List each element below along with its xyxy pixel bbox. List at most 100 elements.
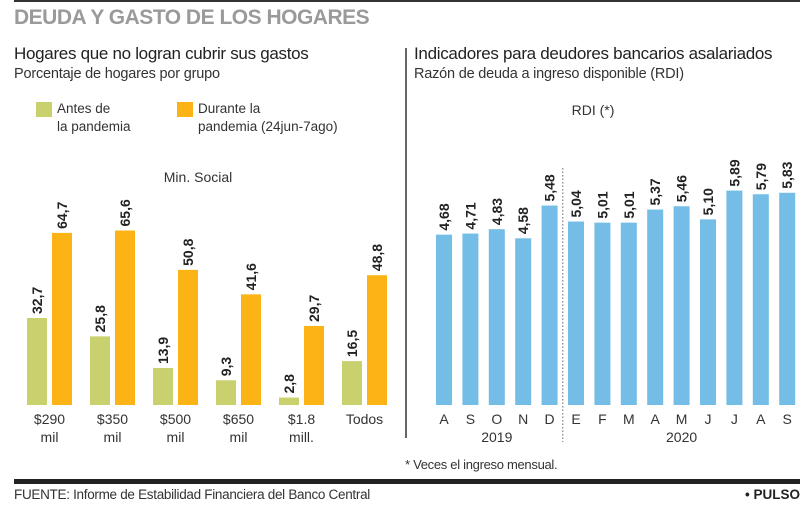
- right-chart-subtitle: Razón de deuda a ingreso disponible (RDI…: [414, 66, 684, 82]
- brand-label: • PULSO: [745, 487, 800, 502]
- bar-durante: [241, 294, 261, 405]
- bar-antes: [153, 368, 173, 405]
- month-label: A: [756, 411, 766, 427]
- category-label-line2: mil: [41, 429, 59, 445]
- data-label: 13,9: [155, 337, 171, 364]
- month-label: N: [518, 411, 528, 427]
- left-chart-title: Hogares que no logran cubrir sus gastos: [14, 44, 309, 63]
- month-label: S: [466, 411, 475, 427]
- month-label: O: [491, 411, 502, 427]
- data-label: 5,01: [621, 191, 637, 218]
- right-chart-title: Indicadores para deudores bancarios asal…: [414, 44, 773, 63]
- category-label: $650: [223, 411, 254, 427]
- top-rule: [14, 0, 800, 2]
- category-label: $500: [160, 411, 191, 427]
- bottom-rule: [14, 479, 800, 484]
- left-chart-subtitle: Porcentaje de hogares por grupo: [14, 66, 220, 82]
- bar-antes: [342, 361, 362, 405]
- month-label: S: [783, 411, 792, 427]
- category-label: $1.8: [288, 411, 315, 427]
- category-label: $290: [34, 411, 65, 427]
- legend-swatch-antes: [36, 102, 52, 117]
- data-label: 29,7: [306, 295, 322, 322]
- data-label: 64,7: [54, 201, 70, 228]
- bar-rdi: [462, 233, 479, 405]
- bar-durante: [178, 269, 198, 405]
- data-label: 5,83: [779, 161, 795, 188]
- data-label: 5,04: [568, 190, 584, 217]
- bar-durante: [304, 325, 324, 405]
- year-label: 2020: [666, 429, 697, 445]
- bar-rdi: [541, 205, 558, 405]
- year-label: 2019: [481, 429, 512, 445]
- data-label: 25,8: [92, 305, 108, 332]
- legend-entry-durante: Durante la pandemia (24jun-7ago): [198, 100, 338, 136]
- category-label-line2: mill.: [289, 429, 314, 445]
- data-label: 5,46: [674, 175, 690, 202]
- category-label-line2: mil: [104, 429, 122, 445]
- bar-antes: [216, 380, 236, 405]
- source-text: FUENTE: Informe de Estabilidad Financier…: [14, 487, 370, 502]
- data-label: 50,8: [180, 238, 196, 265]
- legend-entry-antes: Antes de la pandemia: [57, 100, 131, 136]
- bar-durante: [115, 230, 135, 405]
- month-label: A: [439, 411, 449, 427]
- data-label: 5,10: [700, 188, 716, 215]
- category-label-line2: mil: [167, 429, 185, 445]
- bar-rdi: [700, 219, 716, 405]
- legend-label-line1: Durante la: [198, 101, 261, 116]
- bar-rdi: [488, 229, 505, 405]
- legend-label-line2: la pandemia: [57, 119, 131, 134]
- bar-rdi: [779, 192, 796, 405]
- month-label: M: [623, 411, 635, 427]
- bar-rdi: [568, 221, 584, 405]
- legend-label-line1: Antes de: [57, 101, 111, 116]
- bar-rdi: [594, 222, 611, 405]
- data-label: 5,79: [753, 163, 769, 190]
- bar-rdi: [673, 206, 690, 405]
- data-label: 5,89: [726, 159, 742, 186]
- data-label: 4,68: [436, 203, 452, 230]
- data-label: 5,48: [542, 174, 558, 201]
- month-label: J: [731, 411, 738, 427]
- data-label: 9,3: [218, 357, 234, 377]
- axis-title: Min. Social: [164, 169, 232, 185]
- axis-title: RDI (*): [572, 102, 615, 118]
- data-label: 4,83: [489, 198, 505, 225]
- bar-rdi: [515, 238, 532, 405]
- data-label: 5,37: [647, 178, 663, 205]
- bar-rdi: [726, 190, 743, 405]
- data-label: 65,6: [117, 199, 133, 226]
- panel-divider: [405, 48, 407, 438]
- month-label: M: [676, 411, 688, 427]
- bar-durante: [52, 232, 72, 405]
- data-label: 32,7: [29, 287, 45, 314]
- data-label: 5,01: [594, 191, 610, 218]
- category-label-line2: mil: [230, 429, 248, 445]
- data-label: 4,58: [515, 207, 531, 234]
- bar-rdi: [436, 234, 452, 405]
- month-label: D: [545, 411, 555, 427]
- bar-rdi: [620, 222, 637, 405]
- legend-label-line2: pandemia (24jun-7ago): [198, 119, 338, 134]
- data-label: 41,6: [243, 263, 259, 290]
- bar-rdi: [647, 209, 664, 405]
- footnote: * Veces el ingreso mensual.: [405, 457, 558, 472]
- bar-durante: [367, 275, 387, 405]
- data-label: 4,71: [462, 202, 478, 229]
- data-label: 2,8: [281, 374, 297, 394]
- bar-antes: [90, 336, 110, 405]
- month-label: E: [571, 411, 580, 427]
- main-title: DEUDA Y GASTO DE LOS HOGARES: [14, 6, 370, 29]
- bar-rdi: [752, 194, 769, 405]
- legend-swatch-durante: [177, 102, 193, 117]
- data-label: 16,5: [344, 330, 360, 357]
- month-label: A: [651, 411, 661, 427]
- category-label: $350: [97, 411, 128, 427]
- month-label: F: [598, 411, 607, 427]
- data-label: 48,8: [369, 244, 385, 271]
- category-label: Todos: [346, 411, 383, 427]
- month-label: J: [705, 411, 712, 427]
- bar-antes: [279, 397, 299, 405]
